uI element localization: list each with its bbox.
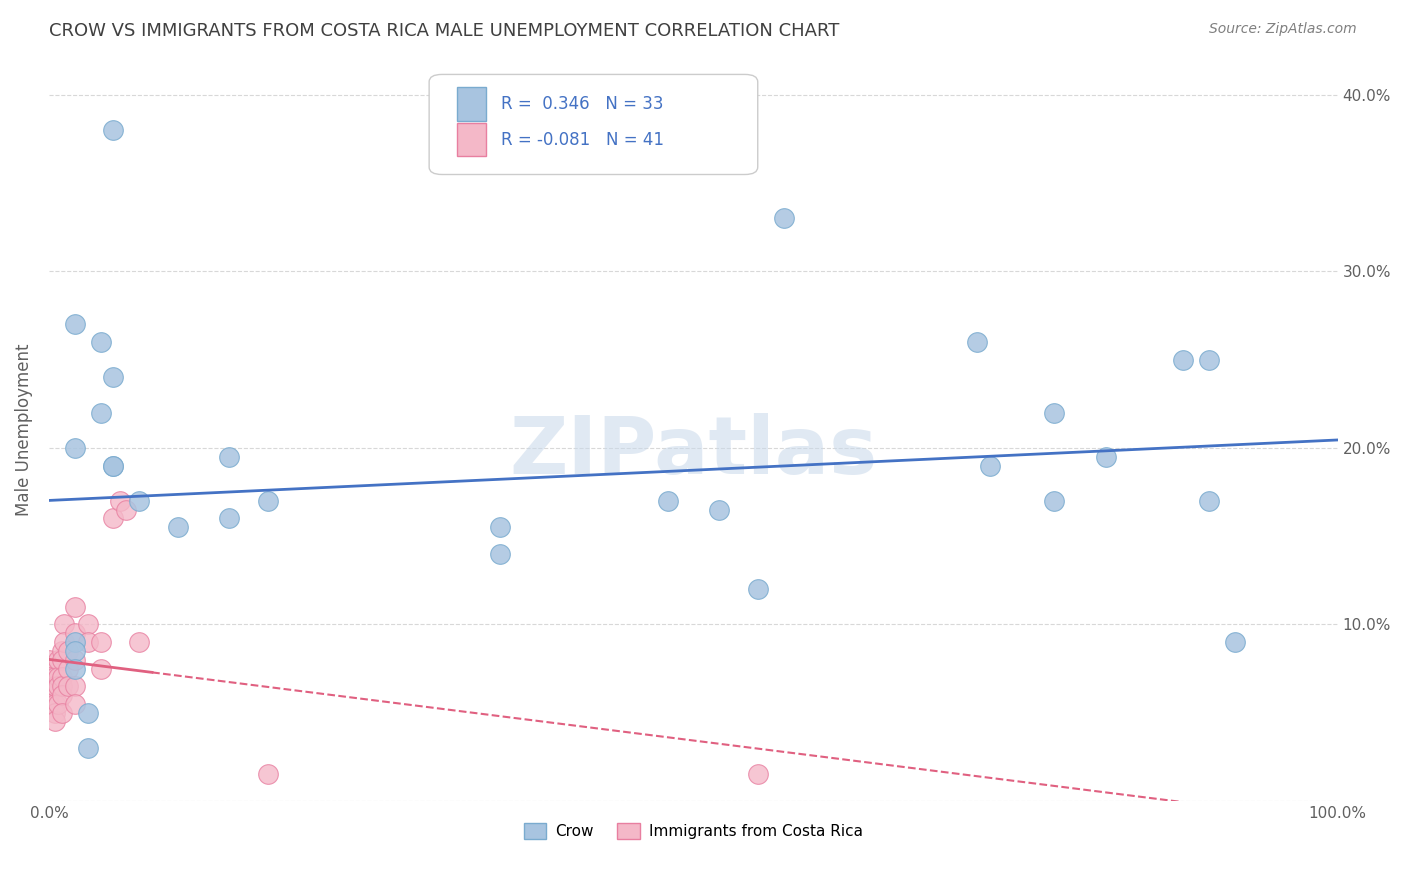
Point xyxy=(772,211,794,226)
Point xyxy=(51,653,73,667)
Point xyxy=(103,511,125,525)
Point xyxy=(63,599,86,614)
Point xyxy=(747,582,769,596)
Point xyxy=(1223,635,1246,649)
Text: R = -0.081   N = 41: R = -0.081 N = 41 xyxy=(502,130,664,149)
Point xyxy=(46,670,69,684)
Point xyxy=(58,661,80,675)
Text: R =  0.346   N = 33: R = 0.346 N = 33 xyxy=(502,95,664,113)
Point xyxy=(489,520,512,534)
Point xyxy=(38,697,60,711)
Point xyxy=(89,635,111,649)
Point xyxy=(128,493,150,508)
Point xyxy=(63,679,86,693)
Point xyxy=(76,617,98,632)
FancyBboxPatch shape xyxy=(429,74,758,175)
Point xyxy=(46,697,69,711)
Point xyxy=(657,493,679,508)
Point xyxy=(1198,493,1220,508)
Text: Source: ZipAtlas.com: Source: ZipAtlas.com xyxy=(1209,22,1357,37)
Point xyxy=(166,520,188,534)
Point xyxy=(63,661,86,675)
Point xyxy=(63,644,86,658)
Point xyxy=(76,706,98,720)
Text: ZIPatlas: ZIPatlas xyxy=(509,414,877,491)
Point xyxy=(1043,406,1066,420)
Point xyxy=(76,740,98,755)
Point xyxy=(103,458,125,473)
Point xyxy=(63,626,86,640)
Point xyxy=(257,767,280,781)
Point xyxy=(44,679,66,693)
Point xyxy=(38,688,60,702)
Point xyxy=(51,679,73,693)
Point xyxy=(489,547,512,561)
Point xyxy=(51,706,73,720)
Point xyxy=(58,679,80,693)
Point xyxy=(46,679,69,693)
Point xyxy=(63,635,86,649)
Point xyxy=(53,635,76,649)
Point xyxy=(103,370,125,384)
Point xyxy=(89,661,111,675)
Point xyxy=(1198,352,1220,367)
Point xyxy=(218,450,240,464)
Point xyxy=(38,670,60,684)
Point xyxy=(51,670,73,684)
Point xyxy=(63,653,86,667)
Point xyxy=(103,123,125,137)
Point xyxy=(58,644,80,658)
Point xyxy=(46,653,69,667)
Point xyxy=(747,767,769,781)
Y-axis label: Male Unemployment: Male Unemployment xyxy=(15,344,32,516)
Point xyxy=(44,714,66,729)
Point xyxy=(1171,352,1194,367)
Point xyxy=(115,502,138,516)
Point xyxy=(38,653,60,667)
Point xyxy=(63,318,86,332)
Text: CROW VS IMMIGRANTS FROM COSTA RICA MALE UNEMPLOYMENT CORRELATION CHART: CROW VS IMMIGRANTS FROM COSTA RICA MALE … xyxy=(49,22,839,40)
Point xyxy=(38,679,60,693)
Point xyxy=(966,334,988,349)
Point xyxy=(63,697,86,711)
Point xyxy=(44,697,66,711)
Point xyxy=(103,458,125,473)
Point xyxy=(44,706,66,720)
Point xyxy=(89,334,111,349)
Point xyxy=(1094,450,1116,464)
Point xyxy=(44,670,66,684)
Point xyxy=(51,688,73,702)
Point xyxy=(38,661,60,675)
Point xyxy=(108,493,131,508)
Point xyxy=(63,441,86,455)
Point xyxy=(53,617,76,632)
Point xyxy=(1043,493,1066,508)
Point xyxy=(89,406,111,420)
Point xyxy=(979,458,1001,473)
Point xyxy=(128,635,150,649)
Point xyxy=(707,502,730,516)
Legend: Crow, Immigrants from Costa Rica: Crow, Immigrants from Costa Rica xyxy=(517,817,869,845)
Point xyxy=(218,511,240,525)
FancyBboxPatch shape xyxy=(457,87,486,120)
Point xyxy=(257,493,280,508)
FancyBboxPatch shape xyxy=(457,123,486,156)
Point xyxy=(76,635,98,649)
Point xyxy=(51,644,73,658)
